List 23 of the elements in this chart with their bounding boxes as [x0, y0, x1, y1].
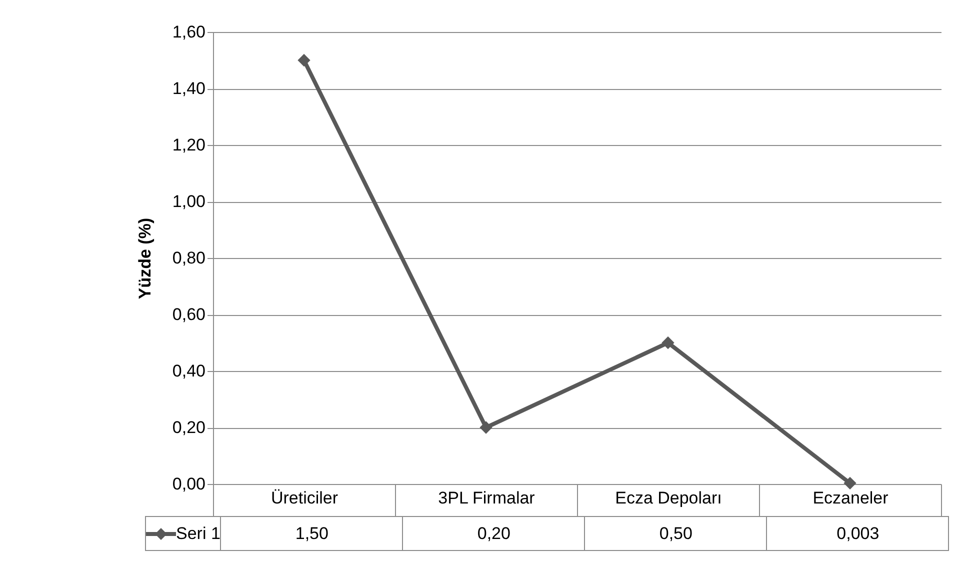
y-tick-label: 1,20	[172, 136, 206, 154]
y-tick-label: 0,00	[172, 474, 206, 494]
point	[844, 476, 856, 490]
data-label: 0,003	[766, 516, 949, 550]
x-tick-label: Üreticiler	[270, 488, 338, 508]
y-tick-label: 1,40	[172, 79, 206, 98]
y-tick-label: 1,00	[172, 192, 206, 211]
legend-label: Seri 1	[176, 524, 220, 542]
point	[480, 421, 492, 434]
y-axis-title: Yüzde (%)	[135, 218, 154, 300]
point	[662, 336, 674, 350]
data-label: 0,50	[584, 516, 767, 550]
data-label: 0,20	[402, 516, 585, 550]
y-tick-label: 0,20	[172, 418, 206, 437]
y-tick-label: 0,80	[172, 248, 206, 268]
y-tick-label: 1,60	[172, 22, 206, 42]
point	[298, 54, 310, 67]
data-label: 1,50	[220, 516, 403, 550]
x-tick-label: Eczaneler	[812, 488, 889, 508]
y-tick-label: 0,40	[172, 362, 206, 380]
x-tick-label: 3PL Firmalar	[438, 488, 536, 508]
x-tick-label: Ecza Depoları	[615, 488, 722, 508]
y-tick-label: 0,60	[172, 305, 206, 324]
